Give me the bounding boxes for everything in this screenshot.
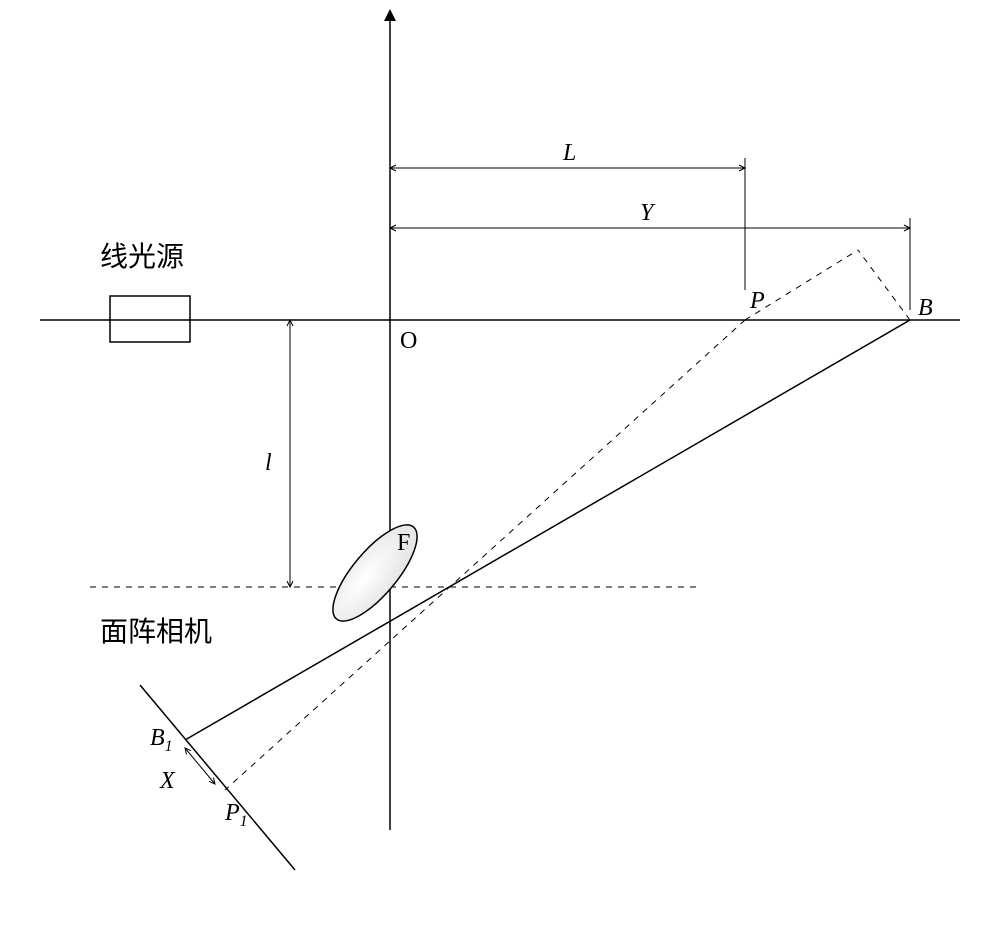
optics-diagram: 线光源 面阵相机 O F P B L Y l X B1 P1	[0, 0, 1000, 930]
label-P: P	[750, 288, 765, 315]
label-Y: Y	[640, 200, 653, 227]
dim-X	[185, 748, 215, 784]
reflect-dash-2	[858, 250, 910, 320]
label-B1: B1	[150, 725, 173, 756]
lens	[320, 513, 431, 633]
ray-P-F	[225, 320, 745, 790]
light-source-box	[110, 296, 190, 342]
label-X: X	[160, 768, 175, 795]
ray-B-F	[185, 320, 910, 740]
label-camera: 面阵相机	[100, 610, 212, 650]
label-O: O	[400, 328, 417, 355]
label-F: F	[397, 530, 410, 557]
label-light-source: 线光源	[100, 235, 184, 275]
label-P1: P1	[225, 800, 248, 831]
label-B: B	[918, 295, 933, 322]
label-l: l	[265, 450, 272, 477]
diagram-svg	[0, 0, 1000, 930]
label-L: L	[563, 140, 576, 167]
